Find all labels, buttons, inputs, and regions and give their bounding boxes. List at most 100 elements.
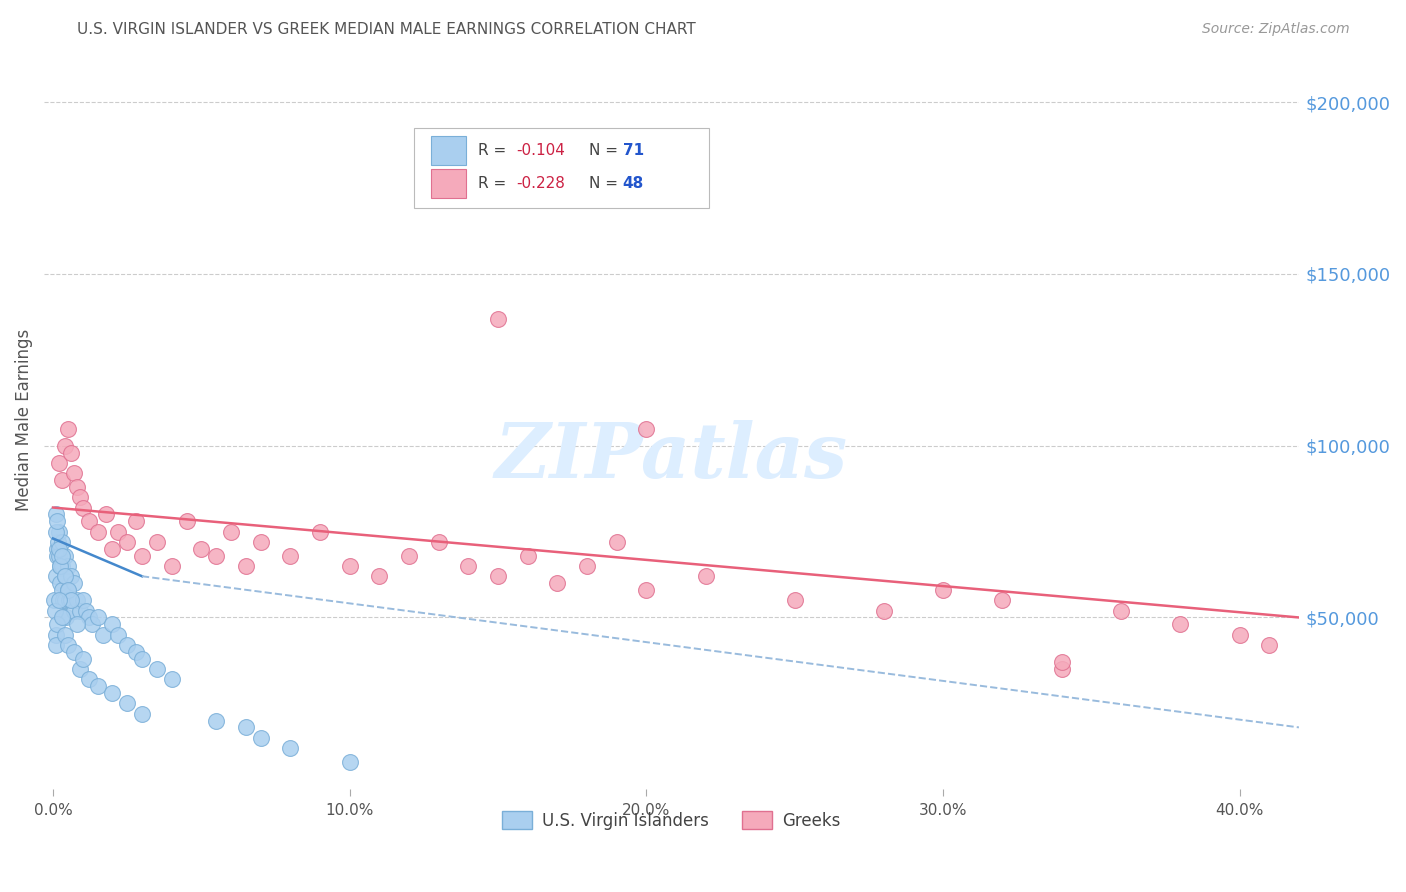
Point xyxy=(75,604,97,618)
Point xyxy=(53,439,76,453)
Point xyxy=(932,582,955,597)
Point xyxy=(48,549,70,563)
Point xyxy=(1109,604,1132,618)
Point xyxy=(235,558,257,573)
Point xyxy=(51,593,73,607)
Point xyxy=(80,617,103,632)
Point xyxy=(48,593,70,607)
Point xyxy=(53,569,76,583)
Point xyxy=(991,593,1014,607)
Point xyxy=(101,686,124,700)
Text: N =: N = xyxy=(589,143,623,158)
Point xyxy=(77,610,100,624)
Point xyxy=(131,651,153,665)
Point xyxy=(96,508,118,522)
Text: R =: R = xyxy=(478,176,512,191)
Point xyxy=(219,524,242,539)
Point xyxy=(66,593,89,607)
Point xyxy=(339,558,361,573)
Point xyxy=(131,549,153,563)
Point xyxy=(45,627,67,641)
Point xyxy=(205,549,228,563)
Point xyxy=(56,582,79,597)
Point xyxy=(205,714,228,728)
FancyBboxPatch shape xyxy=(415,128,709,208)
Point xyxy=(56,582,79,597)
Point xyxy=(72,593,94,607)
Point xyxy=(51,582,73,597)
Point xyxy=(56,638,79,652)
Point xyxy=(398,549,420,563)
Point xyxy=(58,593,80,607)
Point xyxy=(872,604,894,618)
Point xyxy=(53,569,76,583)
Point xyxy=(59,593,82,607)
Point xyxy=(59,445,82,459)
Point xyxy=(45,508,67,522)
Point xyxy=(160,673,183,687)
Point xyxy=(55,593,77,607)
Point xyxy=(51,473,73,487)
Point xyxy=(131,706,153,721)
Point xyxy=(55,610,77,624)
Point xyxy=(1168,617,1191,632)
Bar xyxy=(430,136,465,165)
Point xyxy=(48,456,70,470)
Text: 71: 71 xyxy=(623,143,644,158)
Point xyxy=(66,480,89,494)
Point xyxy=(62,576,84,591)
Point xyxy=(69,662,91,676)
Point xyxy=(457,558,479,573)
Point xyxy=(45,569,67,583)
Point xyxy=(77,673,100,687)
Point xyxy=(44,593,66,607)
Point xyxy=(101,617,124,632)
Point xyxy=(45,524,67,539)
Point xyxy=(1050,655,1073,669)
Point xyxy=(249,731,271,745)
Point xyxy=(235,720,257,734)
Point xyxy=(115,535,138,549)
Bar xyxy=(430,169,465,198)
Point xyxy=(339,755,361,769)
Point xyxy=(695,569,717,583)
Point xyxy=(51,535,73,549)
Point xyxy=(69,490,91,504)
Point xyxy=(48,558,70,573)
Point xyxy=(486,569,509,583)
Point xyxy=(486,311,509,326)
Point xyxy=(86,610,108,624)
Point xyxy=(52,610,75,624)
Point xyxy=(1258,638,1281,652)
Point xyxy=(146,662,169,676)
Text: 48: 48 xyxy=(623,176,644,191)
Point xyxy=(278,549,301,563)
Point xyxy=(48,541,70,556)
Point xyxy=(51,558,73,573)
Point xyxy=(44,604,66,618)
Point xyxy=(101,541,124,556)
Point xyxy=(309,524,332,539)
Point xyxy=(575,558,598,573)
Point xyxy=(72,651,94,665)
Point xyxy=(59,569,82,583)
Point xyxy=(49,576,72,591)
Text: R =: R = xyxy=(478,143,512,158)
Point xyxy=(53,549,76,563)
Point xyxy=(62,466,84,480)
Point xyxy=(45,638,67,652)
Text: -0.228: -0.228 xyxy=(516,176,565,191)
Point xyxy=(636,421,658,435)
Point xyxy=(51,610,73,624)
Point xyxy=(56,421,79,435)
Point xyxy=(427,153,450,168)
Point xyxy=(69,604,91,618)
Point xyxy=(606,535,628,549)
Point xyxy=(115,638,138,652)
Point xyxy=(48,535,70,549)
Point xyxy=(62,645,84,659)
Point xyxy=(77,514,100,528)
Point xyxy=(107,627,129,641)
Text: Source: ZipAtlas.com: Source: ZipAtlas.com xyxy=(1202,22,1350,37)
Point xyxy=(66,617,89,632)
